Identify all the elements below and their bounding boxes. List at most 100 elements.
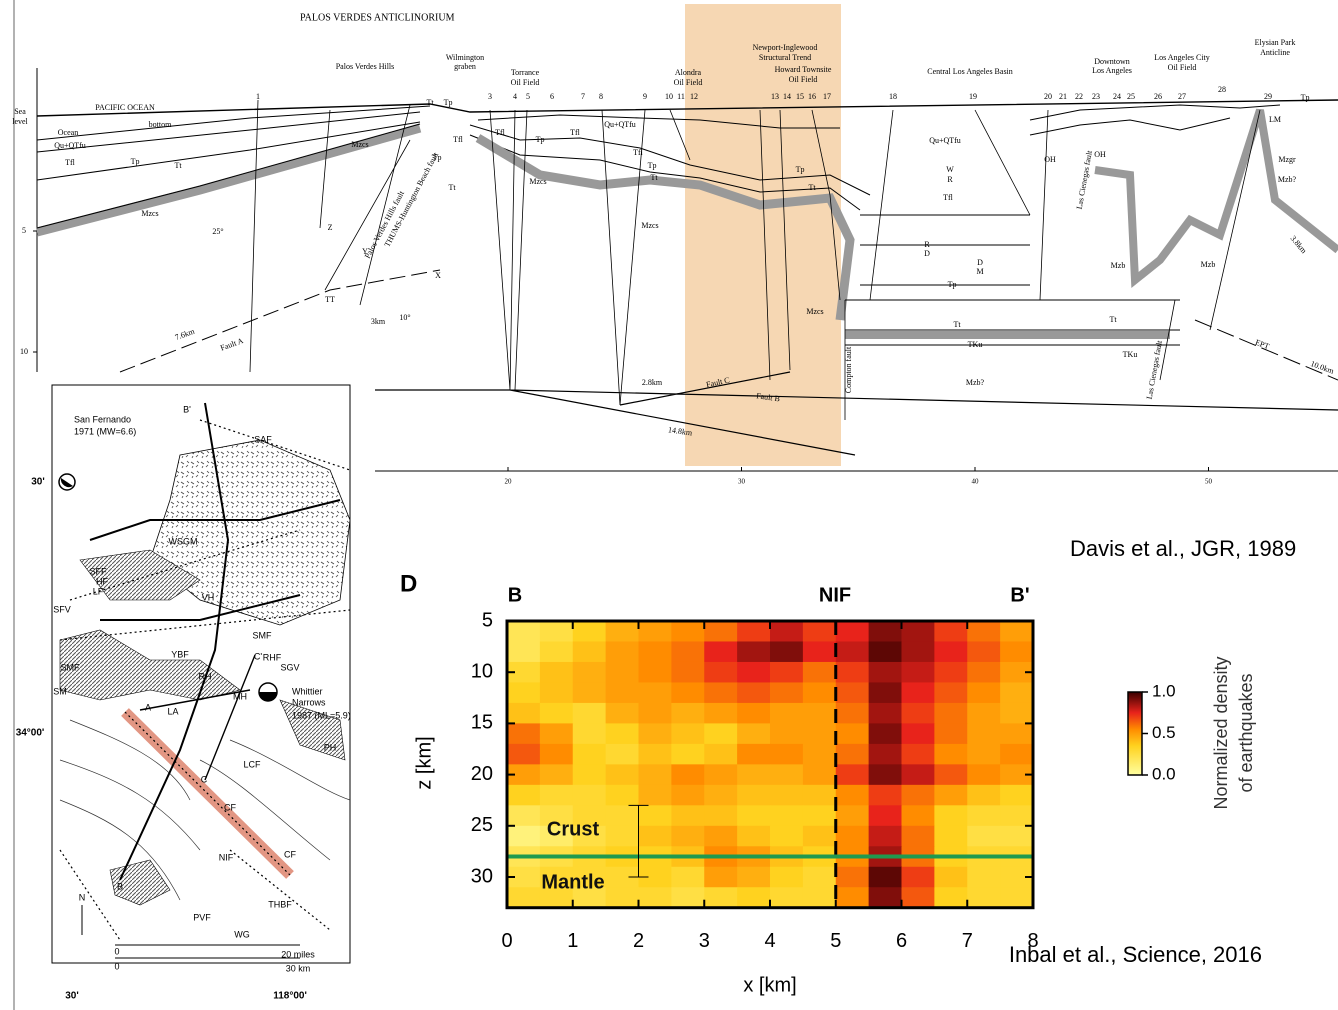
heat-cell (902, 662, 935, 683)
section-label: graben (454, 62, 476, 71)
heat-cell (671, 764, 704, 785)
well-number: 18 (889, 92, 897, 101)
heat-cell (704, 826, 737, 847)
map-label: SMF (61, 662, 81, 672)
section-label: TKu (968, 340, 983, 349)
colorbar-tick-label: 0.0 (1152, 764, 1176, 783)
heat-cell (869, 744, 902, 765)
heat-cell (704, 723, 737, 744)
heat-cell (737, 785, 770, 806)
map-label: 118°00' (273, 991, 307, 1002)
heat-cell (671, 744, 704, 765)
section-label: OH (1044, 155, 1056, 164)
heat-cell (803, 744, 836, 765)
heat-cell (573, 621, 606, 642)
heat-cell (639, 744, 672, 765)
well-number: 8 (599, 92, 603, 101)
heat-cell (902, 703, 935, 724)
heat-cell (803, 621, 836, 642)
heat-cell (507, 641, 540, 662)
section-label: Oil Field (511, 78, 540, 87)
heat-cell (770, 703, 803, 724)
heat-cell (770, 785, 803, 806)
section-label: Tp (433, 153, 442, 162)
map-label: WSGM (169, 536, 198, 546)
section-label: Alondra (675, 68, 702, 77)
well-number: 21 (1059, 92, 1067, 101)
map-label: LF (93, 586, 104, 596)
heat-cell (902, 764, 935, 785)
heat-cell (934, 826, 967, 847)
well-number: 5 (526, 92, 530, 101)
map-label: SFF (90, 566, 108, 576)
heat-cell (737, 703, 770, 724)
section-label: Tfl (570, 128, 581, 137)
well-number: 27 (1178, 92, 1186, 101)
map-label: LA (167, 706, 178, 716)
heat-cell (902, 826, 935, 847)
heat-cell (671, 723, 704, 744)
heat-cell (836, 662, 869, 683)
heat-cell (737, 887, 770, 908)
section-label: Tt (426, 98, 434, 107)
heat-cell (770, 621, 803, 642)
y-tick-label: 5 (482, 609, 493, 631)
map-label: RHF (263, 652, 282, 662)
section-label: 25° (212, 227, 223, 236)
section-label: R (924, 240, 930, 249)
well-number: 22 (1075, 92, 1083, 101)
section-label: Qu+QTfu (54, 141, 86, 150)
heat-cell (770, 662, 803, 683)
section-label: R (947, 175, 953, 184)
heat-cell (671, 621, 704, 642)
map-label: PH (324, 742, 337, 752)
x-axis-label: x [km] (743, 974, 796, 996)
x-tick-label: 40 (972, 478, 980, 486)
section-label: 3km (371, 317, 386, 326)
heat-cell (573, 785, 606, 806)
section-label: Tp (648, 161, 657, 170)
x-tick-label: 3 (699, 930, 710, 952)
heat-cell (770, 723, 803, 744)
section-label: Z (328, 223, 333, 232)
y-tick-label: 30 (471, 865, 493, 887)
section-label: Tp (1301, 93, 1310, 102)
heat-cell (803, 805, 836, 826)
well-number: 19 (969, 92, 977, 101)
section-label: Palos Verdes Hills (336, 62, 395, 71)
heat-cell (606, 785, 639, 806)
horizon (37, 122, 420, 180)
section-label: Tp (948, 280, 957, 289)
y-tick-label: 20 (471, 763, 493, 785)
heat-cell (639, 764, 672, 785)
heat-cell (671, 682, 704, 703)
heat-cell (639, 641, 672, 662)
heat-cell (704, 682, 737, 703)
section-label: Mzgr (1278, 155, 1296, 164)
section-label: D (924, 249, 930, 258)
heat-cell (869, 826, 902, 847)
well-number: 9 (643, 92, 647, 101)
figure: PALOS VERDES ANTICLINORIUM Palos Verdes … (0, 0, 1338, 1010)
map-label: PVF (193, 912, 211, 922)
y-tick-label: 15 (471, 712, 493, 734)
section-label: Tp (131, 157, 140, 166)
heat-cell (934, 764, 967, 785)
section-label: X (435, 271, 441, 280)
heat-cell (540, 744, 573, 765)
section-label: Los Angeles City (1154, 53, 1210, 62)
section-label: Wilmington (446, 53, 484, 62)
map-label: 1971 (MW=6.6) (74, 426, 136, 436)
fault-a (120, 270, 440, 372)
section-label: Tfl (943, 193, 954, 202)
heat-cell (934, 785, 967, 806)
heat-cell (836, 723, 869, 744)
x-tick-label: 6 (896, 930, 907, 952)
heat-cell (704, 867, 737, 888)
heat-cell (606, 764, 639, 785)
heat-cell (967, 826, 1000, 847)
map-label: 34°00' (16, 728, 45, 739)
section-label: Mzcs (806, 307, 823, 316)
heat-cell (606, 805, 639, 826)
heat-cell (737, 826, 770, 847)
